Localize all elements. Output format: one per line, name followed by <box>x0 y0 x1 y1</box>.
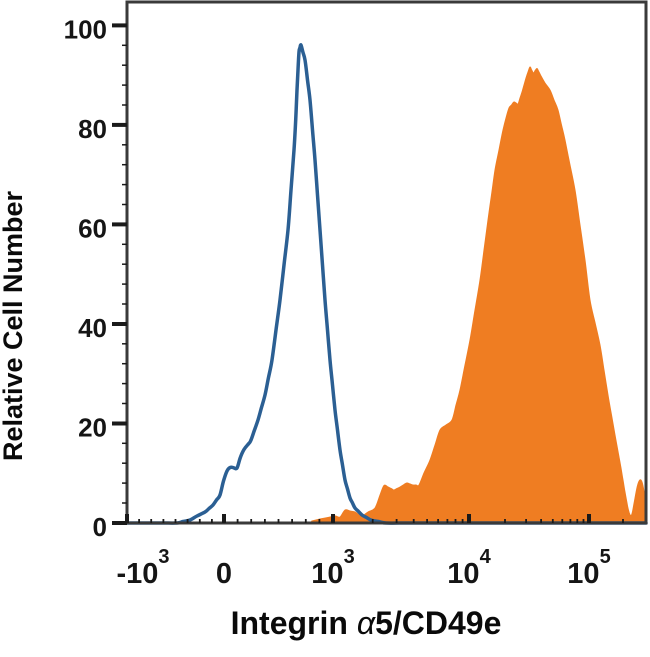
svg-text:0: 0 <box>216 558 232 590</box>
svg-text:Relative Cell Number: Relative Cell Number <box>0 190 28 461</box>
svg-text:-103: -103 <box>116 546 169 590</box>
svg-text:Integrin α5/CD49e: Integrin α5/CD49e <box>231 605 502 641</box>
svg-text:60: 60 <box>78 214 107 244</box>
svg-text:100: 100 <box>64 15 107 45</box>
svg-text:80: 80 <box>78 114 107 144</box>
svg-text:103: 103 <box>311 546 354 590</box>
svg-text:20: 20 <box>78 413 107 443</box>
svg-text:0: 0 <box>93 512 107 542</box>
svg-text:105: 105 <box>567 546 610 590</box>
svg-text:104: 104 <box>447 546 491 590</box>
svg-text:40: 40 <box>78 313 107 343</box>
